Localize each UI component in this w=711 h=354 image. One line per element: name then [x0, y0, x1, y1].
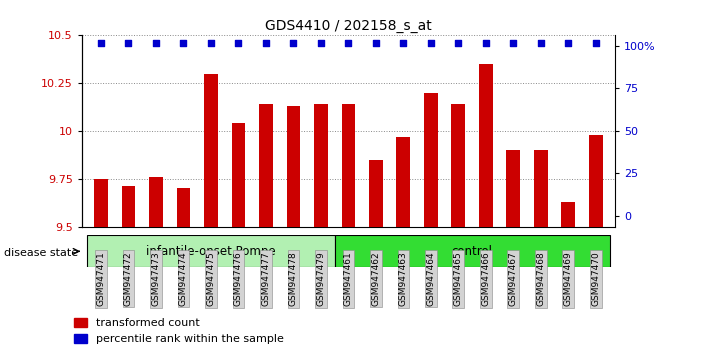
Bar	[287, 106, 300, 227]
Point	[508, 40, 519, 46]
Bar	[149, 177, 163, 227]
Point	[425, 40, 437, 46]
Point	[370, 40, 382, 46]
Point	[315, 40, 326, 46]
Text: GSM947468: GSM947468	[536, 251, 545, 306]
Bar	[589, 135, 603, 227]
Point	[123, 40, 134, 46]
Point	[480, 40, 491, 46]
Text: GSM947472: GSM947472	[124, 251, 133, 306]
Point	[95, 40, 107, 46]
Bar	[314, 104, 328, 227]
Text: infantile-onset Pompe: infantile-onset Pompe	[146, 245, 276, 258]
Text: GSM947463: GSM947463	[399, 251, 408, 306]
Bar	[479, 64, 493, 227]
Point	[178, 40, 189, 46]
Bar	[204, 74, 218, 227]
Bar	[424, 93, 438, 227]
Text: GSM947470: GSM947470	[592, 251, 600, 306]
Text: GSM947462: GSM947462	[371, 251, 380, 306]
Text: disease state: disease state	[4, 248, 77, 258]
Point	[453, 40, 464, 46]
Text: GSM947477: GSM947477	[262, 251, 270, 306]
Text: GSM947465: GSM947465	[454, 251, 463, 306]
Point	[260, 40, 272, 46]
Bar	[122, 187, 135, 227]
Text: GSM947469: GSM947469	[564, 251, 573, 306]
Text: GSM947479: GSM947479	[316, 251, 326, 306]
Text: GSM947461: GSM947461	[344, 251, 353, 306]
Point	[150, 40, 161, 46]
Point	[343, 40, 354, 46]
Bar	[562, 202, 575, 227]
Text: GSM947476: GSM947476	[234, 251, 243, 306]
Bar	[369, 160, 383, 227]
Point	[562, 40, 574, 46]
Text: GSM947464: GSM947464	[427, 251, 435, 306]
Bar	[176, 188, 191, 227]
Bar	[506, 150, 520, 227]
Bar	[341, 104, 356, 227]
Title: GDS4410 / 202158_s_at: GDS4410 / 202158_s_at	[265, 19, 432, 33]
Text: GSM947467: GSM947467	[509, 251, 518, 306]
Bar	[94, 179, 108, 227]
Text: GSM947471: GSM947471	[97, 251, 105, 306]
Text: GSM947473: GSM947473	[151, 251, 161, 306]
Bar	[451, 104, 465, 227]
Point	[535, 40, 547, 46]
Point	[232, 40, 244, 46]
Bar	[259, 104, 273, 227]
Text: GSM947475: GSM947475	[206, 251, 215, 306]
Point	[397, 40, 409, 46]
Legend: transformed count, percentile rank within the sample: transformed count, percentile rank withi…	[70, 313, 289, 348]
Text: GSM947466: GSM947466	[481, 251, 491, 306]
Text: GSM947474: GSM947474	[179, 251, 188, 306]
Bar	[534, 150, 547, 227]
Point	[288, 40, 299, 46]
Text: control: control	[451, 245, 493, 258]
Text: GSM947478: GSM947478	[289, 251, 298, 306]
Bar	[232, 123, 245, 227]
Bar	[397, 137, 410, 227]
Point	[590, 40, 602, 46]
Bar	[335, 235, 609, 267]
Point	[205, 40, 217, 46]
Bar	[87, 235, 335, 267]
